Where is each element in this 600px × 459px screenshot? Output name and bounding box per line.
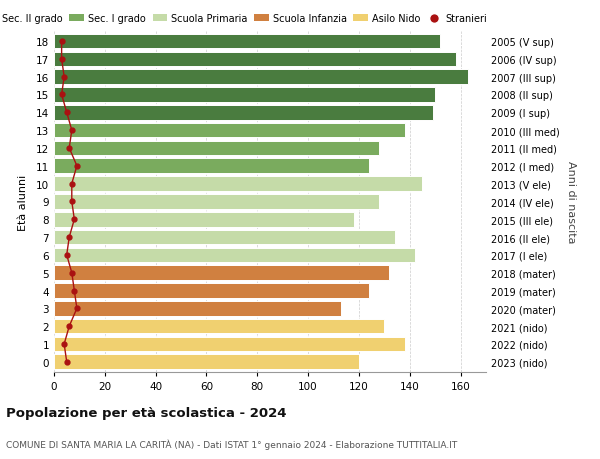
Legend: Sec. II grado, Sec. I grado, Scuola Primaria, Scuola Infanzia, Asilo Nido, Stran: Sec. II grado, Sec. I grado, Scuola Prim… [0,14,487,24]
Bar [54,248,415,263]
Bar [54,34,440,49]
Y-axis label: Età alunni: Età alunni [18,174,28,230]
Y-axis label: Anni di nascita: Anni di nascita [566,161,576,243]
Bar [54,70,468,85]
Bar [54,213,354,227]
Bar [54,141,379,156]
Bar [54,266,389,280]
Bar [54,106,433,120]
Text: COMUNE DI SANTA MARIA LA CARITÀ (NA) - Dati ISTAT 1° gennaio 2024 - Elaborazione: COMUNE DI SANTA MARIA LA CARITÀ (NA) - D… [6,438,457,449]
Bar [54,337,404,352]
Bar [54,319,385,334]
Bar [54,284,369,298]
Bar [54,52,455,67]
Bar [54,88,435,102]
Bar [54,195,379,209]
Bar [54,177,422,191]
Bar [54,302,341,316]
Text: Popolazione per età scolastica - 2024: Popolazione per età scolastica - 2024 [6,406,287,419]
Bar [54,159,369,174]
Bar [54,230,395,245]
Bar [54,123,404,138]
Bar [54,355,359,369]
